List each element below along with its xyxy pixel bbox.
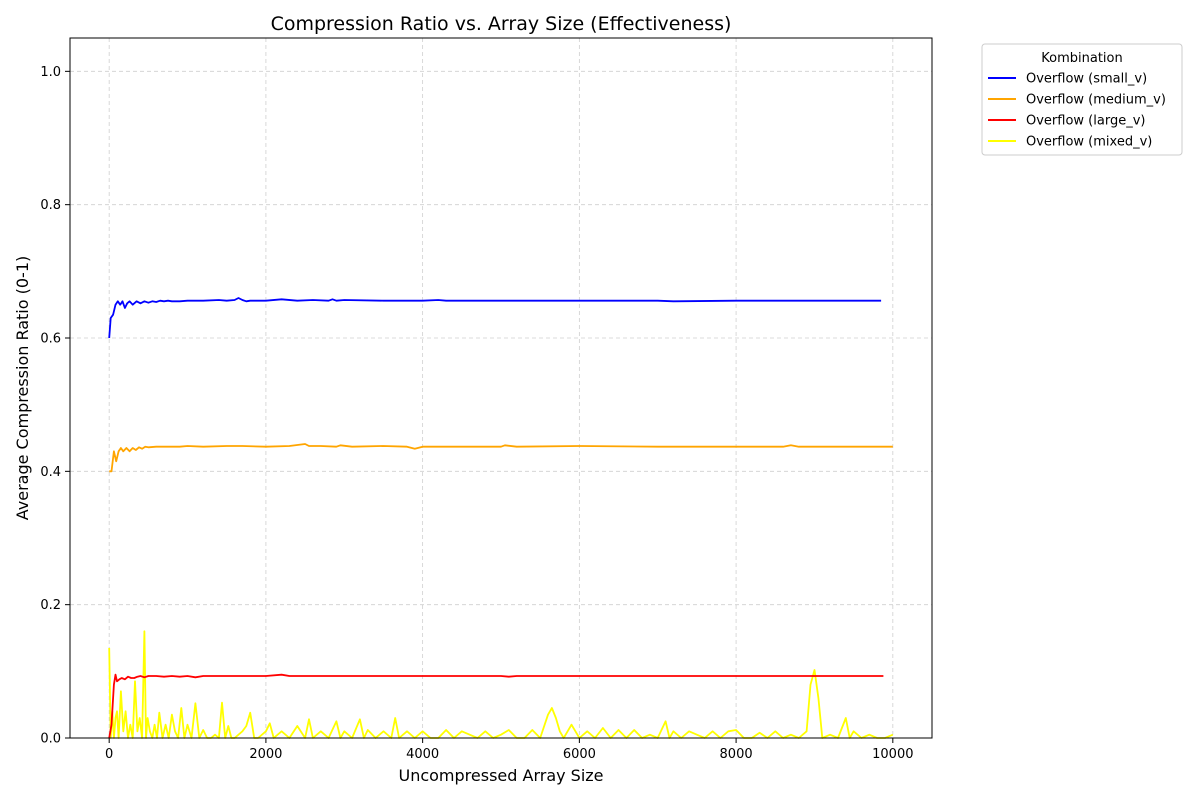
legend-entry: Overflow (mixed_v)	[1026, 135, 1152, 150]
y-tick-label: 1.0	[40, 65, 61, 80]
plot-frame	[69, 37, 933, 739]
legend-title: Kombination	[1041, 51, 1122, 66]
x-tick-label: 6000	[563, 747, 596, 762]
y-axis-label: Average Compression Ratio (0-1)	[13, 256, 32, 520]
series-line-2	[108, 673, 884, 739]
y-tick-label: 0.2	[40, 598, 61, 613]
y-tick-label: 0.0	[40, 732, 61, 747]
legend-frame	[981, 43, 1183, 156]
chart-title: Compression Ratio vs. Array Size (Effect…	[271, 13, 732, 35]
x-tick-label: 10000	[872, 747, 913, 762]
x-tick-label: 4000	[406, 747, 439, 762]
y-tick-label: 0.4	[40, 465, 61, 480]
x-tick-label: 2000	[249, 747, 282, 762]
legend-entry: Overflow (large_v)	[1026, 114, 1145, 129]
series-line-1	[109, 443, 893, 473]
legend-items: Overflow (small_v) Overflow (medium_v) Ove…	[988, 72, 1166, 150]
x-tick-label: 8000	[720, 747, 753, 762]
y-tick-label: 0.8	[40, 198, 61, 213]
x-axis-label: Uncompressed Array Size	[398, 766, 603, 785]
series-lines	[108, 297, 894, 739]
legend: Kombination Overflow (small_v)Overflow (…	[981, 43, 1183, 156]
series-line-3	[108, 630, 894, 739]
grid	[70, 38, 932, 739]
y-tick-label: 0.6	[40, 332, 61, 347]
series-line-0	[108, 297, 882, 339]
x-tick-label: 0	[105, 747, 113, 762]
legend-entry: Overflow (small_v)	[1026, 72, 1147, 87]
legend-entry: Overflow (medium_v)	[1026, 93, 1166, 108]
y-axis: 0.0 0.2 0.4 0.6 0.8 1.0	[40, 65, 70, 747]
x-axis: 0 2000 4000 6000 8000 10000	[105, 738, 913, 762]
